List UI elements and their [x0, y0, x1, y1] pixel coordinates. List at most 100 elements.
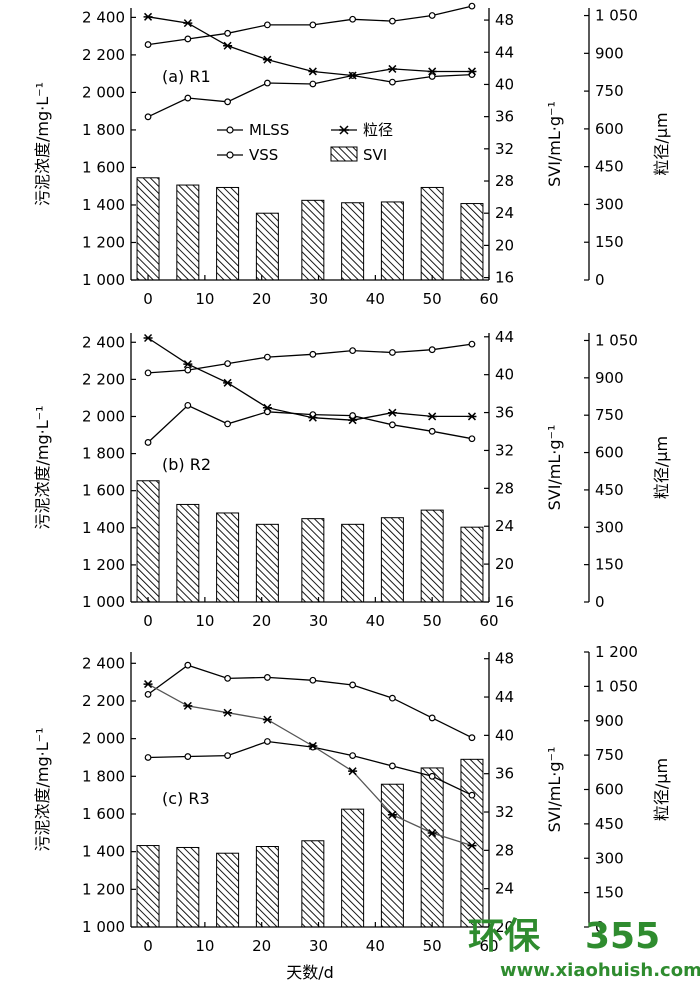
x-axis-label: 天数/d [286, 963, 334, 982]
size-point [308, 67, 318, 76]
mlss-point [263, 21, 271, 29]
svi-tick-label: 44 [495, 688, 514, 706]
size-point [348, 767, 358, 776]
svi-tick-label: 36 [495, 765, 514, 783]
size-point [387, 408, 397, 417]
x-tick-label: 20 [252, 290, 271, 308]
size-tick-label: 600 [595, 781, 624, 799]
mlss-point [144, 690, 152, 698]
mlss-point [468, 2, 476, 10]
size-point [467, 412, 477, 421]
size-point [262, 715, 272, 724]
left-tick-label: 2 200 [82, 370, 125, 388]
svi-tick-label: 36 [495, 404, 514, 422]
mlss-point [428, 714, 436, 722]
svi-tick-label: 28 [495, 479, 514, 497]
mlss-point [263, 674, 271, 681]
vss-point [224, 752, 232, 759]
svi-bar [301, 199, 325, 281]
x-tick-label: 10 [195, 612, 214, 630]
left-tick-label: 1 400 [82, 843, 125, 861]
mlss-point [144, 369, 152, 377]
svi-tick-label: 48 [495, 650, 514, 668]
svi-bar [420, 767, 444, 928]
vss-line [147, 404, 473, 443]
x-tick-label: 40 [366, 612, 385, 630]
size-tick-label: 1 050 [595, 7, 638, 25]
mlss-point [184, 35, 192, 43]
panel-b: 1 000 1 200 1 400 1 600 1 800 2 000 2 200 2 400… [33, 328, 671, 630]
left-tick-label: 2 200 [82, 692, 125, 710]
left-tick-label: 1 200 [82, 556, 125, 574]
mlss-point [468, 340, 476, 348]
panel-a: 1 000 1 200 1 400 1 600 1 800 2 000 2 200 2 400… [33, 2, 671, 308]
svi-tick-label: 40 [495, 726, 514, 744]
svi-tick-label: 32 [495, 803, 514, 821]
size-tick-label: 900 [595, 44, 624, 62]
svi-tick-label: 40 [495, 366, 514, 384]
vss-point [349, 752, 357, 759]
size-tick-label: 0 [595, 593, 605, 611]
svi-bar [136, 480, 160, 603]
svi-bar [216, 852, 240, 928]
x-tick-label: 40 [366, 937, 385, 955]
mlss-point [349, 15, 357, 23]
svi-bar [136, 177, 160, 281]
size-axis-label: 粒径/μm [652, 758, 671, 821]
size-tick-label: 450 [595, 158, 624, 176]
legend-vss-marker [226, 151, 234, 159]
svi-tick-label: 20 [495, 236, 514, 254]
left-tick-label: 1 400 [82, 196, 125, 214]
mlss-point [224, 674, 232, 682]
mlss-point [263, 353, 271, 361]
mlss-point [144, 41, 152, 48]
svi-bar [420, 509, 444, 603]
watermark: 环保 355 www.xiaohuish.com [468, 916, 700, 981]
left-tick-label: 2 000 [82, 407, 125, 425]
x-tick-label: 40 [366, 290, 385, 308]
size-tick-label: 750 [595, 406, 624, 424]
svi-bar [341, 808, 365, 928]
left-tick-label: 1 600 [82, 482, 125, 500]
size-tick-label: 600 [595, 120, 624, 138]
x-tick-label: 60 [479, 290, 498, 308]
size-point [223, 378, 233, 387]
left-tick-label: 1 800 [82, 121, 125, 139]
size-tick-label: 300 [595, 849, 624, 867]
mlss-point [309, 676, 317, 684]
svi-bar [216, 186, 240, 281]
size-point [467, 841, 477, 850]
mlss-point [349, 681, 357, 689]
size-point [387, 810, 397, 819]
vss-point [428, 73, 436, 80]
svi-bar [301, 518, 325, 603]
vss-point [224, 98, 232, 106]
svi-axis-label: SVI/mL·g⁻¹ [545, 747, 564, 833]
size-point [183, 360, 193, 369]
size-tick-label: 750 [595, 82, 624, 100]
panel-c: 1 000 1 200 1 400 1 600 1 800 2 000 2 200 2 400… [33, 643, 671, 982]
mlss-point [184, 366, 192, 374]
svi-tick-label: 24 [495, 880, 514, 898]
svi-tick-label: 16 [495, 269, 514, 287]
chart-panels: 1 000 1 200 1 400 1 600 1 800 2 000 2 200 2 400… [33, 2, 671, 982]
svi-tick-label: 48 [495, 11, 514, 29]
vss-point [224, 420, 232, 428]
x-tick-label: 20 [252, 612, 271, 630]
left-tick-label: 1 000 [82, 593, 125, 611]
vss-point [263, 738, 271, 745]
vss-point [184, 401, 192, 409]
left-axis-label: 污泥浓度/mg·L⁻¹ [33, 406, 52, 530]
size-point [223, 41, 233, 50]
mlss-point [388, 17, 396, 25]
svi-bar [301, 840, 325, 928]
mlss-point [388, 694, 396, 702]
size-tick-label: 150 [595, 233, 624, 251]
left-tick-label: 2 400 [82, 654, 125, 672]
svi-tick-label: 20 [495, 555, 514, 573]
mlss-point [428, 346, 436, 354]
svi-bar [176, 503, 200, 603]
x-tick-label: 30 [309, 937, 328, 955]
left-tick-label: 2 000 [82, 83, 125, 101]
vss-point [468, 791, 476, 799]
